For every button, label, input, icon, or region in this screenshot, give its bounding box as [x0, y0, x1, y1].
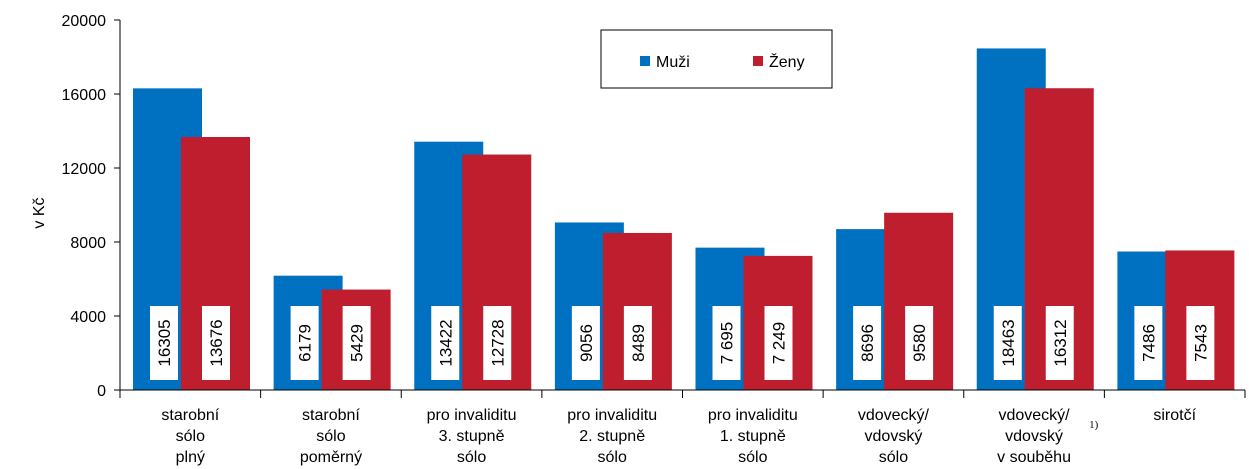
value-label-box	[1045, 306, 1074, 380]
y-tick-label: 4000	[70, 309, 106, 326]
x-tick-label: vdovecký/	[858, 407, 930, 424]
y-tick-label: 8000	[70, 235, 106, 252]
value-label: 7486	[1139, 324, 1158, 362]
value-label-box	[905, 306, 934, 380]
value-label: 9056	[577, 324, 596, 362]
value-label: 7543	[1191, 324, 1210, 362]
value-label-box	[483, 306, 512, 380]
value-label: 16305	[155, 319, 174, 366]
value-label: 6179	[296, 324, 315, 362]
value-label-box	[712, 306, 741, 380]
x-tick-label: sólo	[598, 449, 627, 466]
x-tick-label: 2. stupně	[579, 428, 645, 445]
x-tick-label: sirotčí	[1153, 407, 1196, 424]
annotation: 1)	[1089, 419, 1099, 431]
value-label-box	[290, 306, 319, 380]
value-label: 9580	[910, 324, 929, 362]
x-tick-label: poměrný	[300, 449, 362, 466]
x-tick-label: pro invaliditu	[567, 407, 657, 424]
value-label: 7 695	[718, 322, 737, 365]
legend-box	[600, 29, 833, 89]
value-label-box	[571, 306, 600, 380]
value-label-box	[1134, 306, 1163, 380]
value-label: 18463	[999, 319, 1018, 366]
x-tick-label: v souběhu	[997, 449, 1071, 466]
x-tick-label: sólo	[738, 449, 767, 466]
value-label: 16312	[1051, 319, 1070, 366]
value-label-box	[623, 306, 652, 380]
value-label-box	[1186, 306, 1215, 380]
legend-label: Muži	[656, 54, 690, 71]
value-label: 8489	[629, 324, 648, 362]
value-label-box	[993, 306, 1022, 380]
value-label: 12728	[488, 319, 507, 366]
x-tick-label: pro invaliditu	[427, 407, 517, 424]
x-tick-label: starobní	[302, 407, 360, 424]
value-label: 13676	[207, 319, 226, 366]
x-tick-label: sólo	[316, 428, 345, 445]
value-label-box	[853, 306, 882, 380]
value-label: 7 249	[770, 322, 789, 365]
value-label-box	[342, 306, 371, 380]
y-tick-label: 16000	[62, 87, 107, 104]
legend-swatch	[753, 56, 763, 66]
x-tick-label: vdovský	[1005, 428, 1063, 445]
y-tick-label: 20000	[62, 13, 107, 30]
legend-label: Ženy	[769, 52, 805, 71]
legend-swatch	[640, 56, 650, 66]
value-label: 5429	[348, 324, 367, 362]
x-tick-label: sólo	[176, 428, 205, 445]
y-tick-label: 12000	[62, 161, 107, 178]
x-tick-label: sólo	[879, 449, 908, 466]
y-axis-label: v Kč	[31, 197, 48, 228]
value-label-box	[431, 306, 460, 380]
x-tick-label: 1. stupně	[720, 428, 786, 445]
x-tick-label: vdovský	[865, 428, 923, 445]
x-tick-label: 3. stupně	[439, 428, 505, 445]
x-tick-label: starobní	[161, 407, 219, 424]
x-tick-label: pro invaliditu	[708, 407, 798, 424]
value-label-box	[764, 306, 793, 380]
x-tick-label: sólo	[457, 449, 486, 466]
x-tick-label: plný	[176, 449, 205, 466]
y-tick-label: 0	[97, 383, 106, 400]
value-label: 13422	[436, 319, 455, 366]
value-label: 8696	[858, 324, 877, 362]
x-tick-label: vdovecký/	[998, 407, 1070, 424]
value-label-box	[202, 306, 230, 380]
value-label-box	[150, 306, 178, 380]
